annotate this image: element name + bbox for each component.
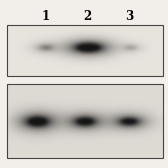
Bar — [7, 84, 163, 158]
Bar — [7, 25, 163, 76]
Text: 3: 3 — [125, 10, 134, 23]
Text: 1: 1 — [41, 10, 49, 23]
Text: 2: 2 — [83, 10, 92, 23]
